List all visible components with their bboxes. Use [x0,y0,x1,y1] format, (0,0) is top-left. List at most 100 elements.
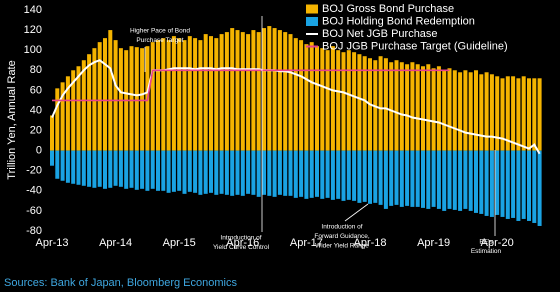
bar [65,76,70,151]
bar [426,150,431,209]
bar [442,150,447,211]
x-tick-label: Apr-20 [481,237,514,249]
bar [145,150,150,191]
bar [304,150,309,199]
x-tick-label: Apr-17 [290,237,323,249]
bar [304,44,309,151]
bar [383,150,388,209]
bar [246,34,251,151]
bar [209,36,213,151]
bar [431,150,436,207]
bar [315,46,319,151]
y-tick-label: 60 [30,84,42,96]
bar [330,46,335,151]
bar [182,150,187,194]
bar [76,150,81,185]
bar [431,68,436,151]
bar [87,150,92,187]
bar [527,78,531,151]
bar [537,150,542,226]
bar [198,150,203,195]
legend-swatch [306,17,318,26]
bar [230,150,235,196]
bar [76,66,81,151]
bar [129,150,134,188]
bar [442,70,447,151]
bar [60,82,65,151]
legend-label: BOJ Holding Bond Redemption [322,15,475,27]
bar [521,76,526,151]
bar [410,150,415,207]
bar [325,50,330,151]
bar [320,48,325,151]
y-tick-label: 80 [30,64,42,76]
bar [468,150,473,211]
bar [362,150,367,202]
bar [140,48,145,151]
bar [251,30,256,151]
bar [103,38,107,151]
bar [505,76,510,151]
annotation: Forward Guidance, [314,233,369,240]
x-tick-label: Apr-19 [417,237,450,249]
bar [235,150,240,195]
bar [288,34,293,151]
bar [325,150,330,198]
bar [458,72,463,151]
bar [505,150,510,219]
bar [368,150,372,204]
bar [97,42,102,151]
bar [246,150,251,194]
bar [113,150,118,186]
bar [81,150,86,186]
bar [394,150,399,205]
annotation: BE's [479,239,493,246]
bar [463,70,468,151]
bar [474,70,478,151]
bar [108,150,113,188]
bar [187,150,192,192]
bar [458,150,463,211]
bar [362,56,367,151]
bar [495,76,500,151]
bar [103,150,107,189]
bar [500,78,505,151]
bar [405,64,410,151]
bar [193,38,198,151]
y-tick-label: 20 [30,124,42,136]
bar [479,150,484,214]
bar [452,70,457,151]
bar [256,32,261,151]
bar [262,150,266,195]
annotation: Higher Pace of Bond [130,28,190,35]
bar [140,150,145,189]
y-tick-label: 0 [36,145,42,157]
bar [484,150,489,216]
bar [521,150,526,219]
bar [378,150,383,205]
bar [463,150,468,209]
bar [336,50,341,151]
bar [92,48,97,151]
bar [277,150,282,195]
bar [65,150,70,183]
bar [187,36,192,151]
bar [474,150,478,213]
bar [532,78,537,151]
y-tick-label: 100 [24,44,42,56]
bar [240,32,245,151]
bar [299,40,304,151]
legend-label: BOJ Gross Bond Purchase [322,3,454,15]
annotation: Estimation [471,248,502,255]
bar [383,58,388,151]
bar [341,52,346,151]
bar [352,150,357,201]
bar [410,62,415,151]
bar [124,150,129,189]
bar [113,40,118,151]
bar [415,150,420,207]
bar [272,150,277,197]
bar [134,150,139,190]
bar [256,150,261,197]
